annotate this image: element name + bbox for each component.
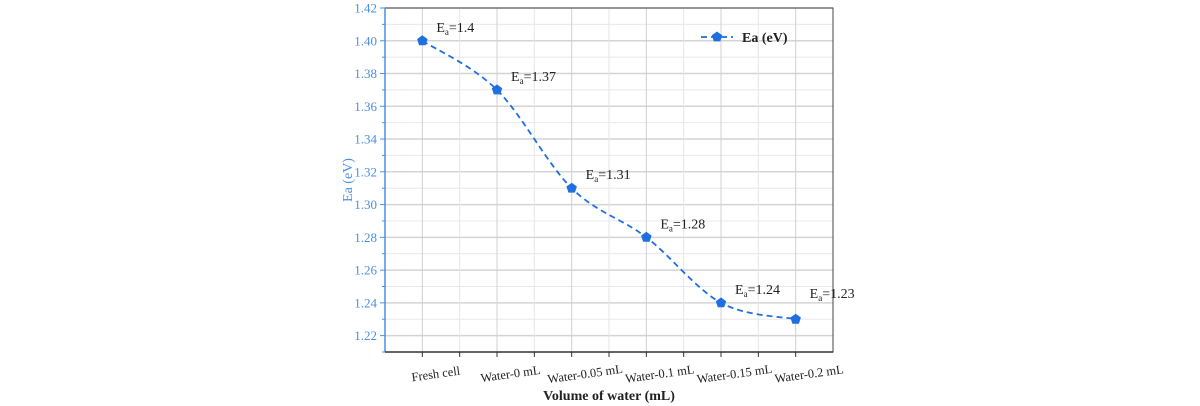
data-labels: Ea=1.4 Ea=1.37 Ea=1.31 Ea=1.28 Ea=1.24 Ea=1.2… — [436, 21, 854, 303]
x-tick-label: Water-0.15 mL — [696, 362, 773, 386]
y-tick-label: 1.26 — [354, 263, 377, 278]
y-tick-label: 1.38 — [354, 66, 377, 81]
y-tick-label: 1.28 — [354, 230, 377, 245]
data-label: Ea=1.4 — [436, 21, 474, 37]
legend: Ea (eV) — [701, 31, 788, 46]
y-tick-label: 1.42 — [354, 1, 377, 16]
data-point-marker — [790, 313, 801, 324]
x-tick-label: Water-0 mL — [480, 363, 542, 385]
x-axis-label: Volume of water (mL) — [543, 389, 675, 404]
data-point-marker — [491, 84, 503, 95]
y-axis-label: Ea (eV) — [341, 158, 356, 202]
y-tick-label: 1.22 — [354, 328, 377, 343]
x-tick-label: Water-0.2 mL — [774, 362, 845, 386]
y-tick-label: 1.32 — [354, 164, 377, 179]
data-label: Ea=1.31 — [586, 168, 631, 184]
x-tick-label: Fresh cell — [411, 364, 462, 385]
y-tick-label: 1.34 — [354, 132, 377, 147]
x-tick-label: Water-0.05 mL — [547, 362, 624, 386]
data-label: Ea=1.37 — [511, 70, 556, 86]
data-point-marker — [715, 297, 727, 308]
legend-marker — [711, 31, 723, 42]
data-point-marker — [417, 35, 428, 46]
y-tick-label: 1.40 — [354, 33, 377, 48]
y-tick-label: 1.30 — [354, 197, 377, 212]
data-point-marker — [566, 182, 577, 193]
legend-label: Ea (eV) — [742, 31, 788, 46]
y-ticks: 1.22 1.24 1.26 1.28 1.30 1.32 1.34 1.36 1.38 1.40… — [354, 1, 385, 353]
data-label: Ea=1.23 — [810, 287, 855, 303]
data-label: Ea=1.24 — [735, 283, 780, 299]
x-ticks: Fresh cell Water-0 mL Water-0.05 mL Water-0… — [411, 352, 845, 386]
data-point-marker — [641, 231, 652, 242]
y-tick-label: 1.36 — [354, 99, 377, 114]
x-tick-label: Water-0.1 mL — [624, 362, 695, 386]
y-tick-label: 1.24 — [354, 295, 377, 310]
markers — [417, 35, 801, 324]
data-label: Ea=1.28 — [660, 217, 705, 233]
